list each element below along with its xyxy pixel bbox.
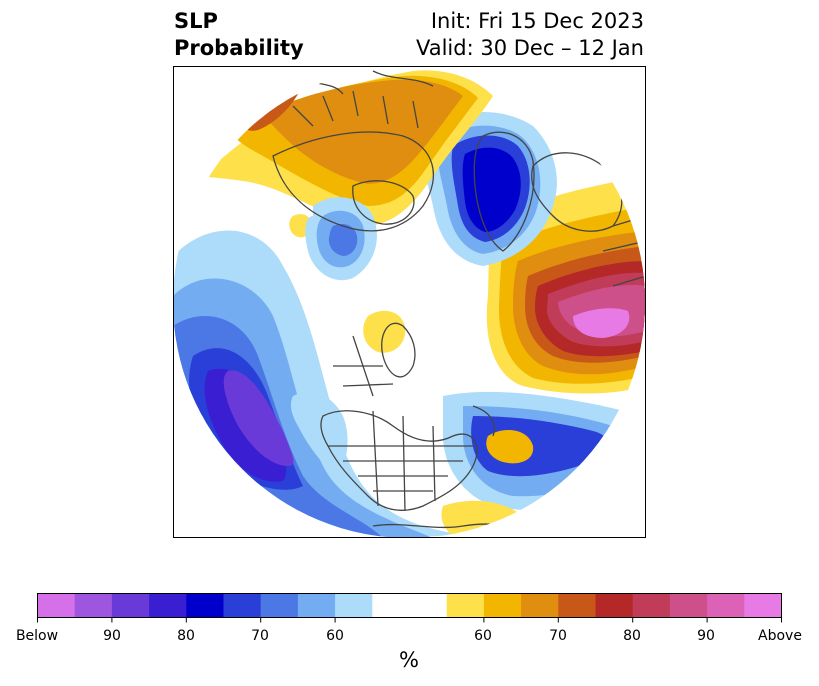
colorbar-tick-label: 60 [326,628,344,644]
colorbar-segment [74,593,113,618]
colorbar-unit: % [399,648,419,672]
colorbar [37,593,782,623]
colorbar-segment [744,593,782,618]
colorbar-segment [483,593,522,618]
colorbar-segment [409,593,448,618]
probability-field [173,66,645,538]
colorbar-segment [111,593,150,618]
colorbar-tick-label: Above [758,628,802,644]
colorbar-segment [297,593,336,618]
title-left: SLP Probability [174,8,304,62]
colorbar-tick-label: Below [15,628,59,644]
title-product: Probability [174,36,304,60]
colorbar-segment [707,593,745,618]
colorbar-segment [372,593,410,618]
map-frame [173,66,646,538]
colorbar-tick-label: 70 [549,628,567,644]
colorbar-tick-label: 80 [177,628,195,644]
colorbar-segment [335,593,373,618]
probability-map [173,66,646,538]
title-variable: SLP [174,9,218,33]
colorbar-tick-label: 90 [103,628,121,644]
colorbar-segment [521,593,559,618]
colorbar-segment [260,593,299,618]
colorbar-segment [186,593,224,618]
colorbar-tick-label: 60 [474,628,492,644]
init-date: Init: Fri 15 Dec 2023 [430,9,644,33]
colorbar-segment [446,593,485,618]
valid-range: Valid: 30 Dec – 12 Jan [415,36,644,60]
colorbar-segment [37,593,76,618]
colorbar-segment [632,593,671,618]
colorbar-tick-label: 80 [623,628,641,644]
colorbar-segment [149,593,187,618]
colorbar-segment [223,593,262,618]
colorbar-segment [669,593,708,618]
colorbar-tick-label: 90 [697,628,715,644]
colorbar-tick-label: 70 [251,628,269,644]
title-right: Init: Fri 15 Dec 2023 Valid: 30 Dec – 12… [416,8,644,62]
colorbar-segment [595,593,634,618]
colorbar-segment [558,593,596,618]
